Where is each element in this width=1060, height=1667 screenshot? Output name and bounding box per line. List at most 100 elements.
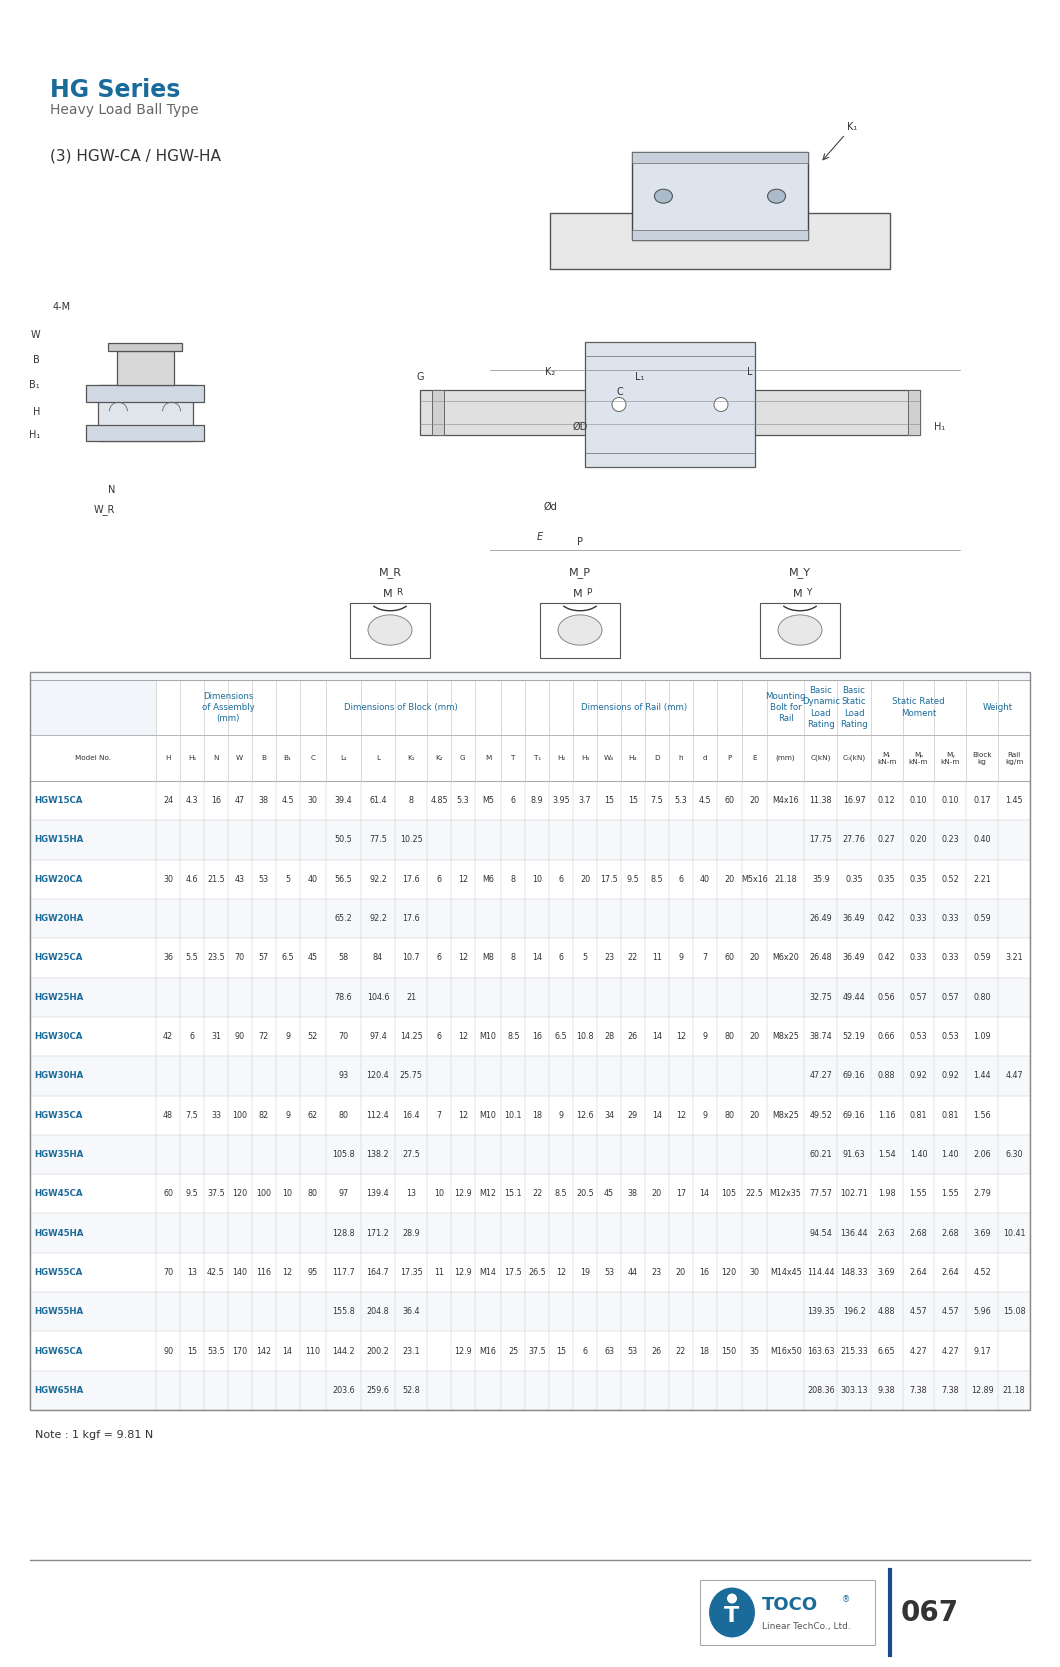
- Bar: [30, 672, 1030, 1410]
- Text: 0.80: 0.80: [973, 994, 991, 1002]
- Bar: [742, 735, 767, 782]
- Text: 8: 8: [511, 875, 516, 884]
- Text: 72: 72: [259, 1032, 269, 1040]
- Text: M12: M12: [480, 1189, 497, 1199]
- Text: 163.63: 163.63: [807, 1347, 834, 1355]
- Text: 4.5: 4.5: [281, 797, 294, 805]
- Text: HGW25HA: HGW25HA: [34, 994, 84, 1002]
- Text: 120: 120: [232, 1189, 247, 1199]
- Text: M10: M10: [480, 1110, 496, 1120]
- Bar: [550, 213, 890, 268]
- Text: 5.96: 5.96: [973, 1307, 991, 1317]
- Text: 52.19: 52.19: [843, 1032, 865, 1040]
- Text: 100: 100: [257, 1189, 271, 1199]
- Text: M: M: [383, 588, 393, 598]
- Text: 61.4: 61.4: [369, 797, 387, 805]
- Text: 100: 100: [232, 1110, 247, 1120]
- Ellipse shape: [368, 615, 412, 645]
- Bar: [837, 680, 870, 735]
- Text: 7.38: 7.38: [941, 1385, 959, 1395]
- Text: 3.69: 3.69: [878, 1269, 896, 1277]
- Text: 15: 15: [604, 797, 614, 805]
- Text: 9: 9: [285, 1032, 290, 1040]
- Text: 53.5: 53.5: [207, 1347, 225, 1355]
- Text: HGW45CA: HGW45CA: [34, 1189, 83, 1199]
- Text: 0.92: 0.92: [941, 1072, 959, 1080]
- Text: 26: 26: [628, 1032, 638, 1040]
- Text: 16: 16: [700, 1269, 709, 1277]
- Text: 0.35: 0.35: [845, 875, 863, 884]
- Circle shape: [727, 1594, 737, 1604]
- Text: 142: 142: [257, 1347, 271, 1355]
- Text: 15: 15: [628, 797, 638, 805]
- Text: 31: 31: [211, 1032, 220, 1040]
- Text: 80: 80: [724, 1110, 735, 1120]
- Bar: [30, 939, 1030, 977]
- Text: 70: 70: [163, 1269, 173, 1277]
- Text: 0.35: 0.35: [878, 875, 896, 884]
- Text: 60: 60: [724, 797, 735, 805]
- Bar: [30, 1370, 1030, 1410]
- Bar: [870, 680, 967, 735]
- Text: 170: 170: [232, 1347, 247, 1355]
- Text: 10.8: 10.8: [577, 1032, 594, 1040]
- Text: 43: 43: [235, 875, 245, 884]
- Text: 78.6: 78.6: [335, 994, 352, 1002]
- Text: 17.5: 17.5: [505, 1269, 523, 1277]
- Text: 1.40: 1.40: [941, 1150, 959, 1159]
- Text: 3.69: 3.69: [973, 1229, 991, 1237]
- Bar: [549, 735, 573, 782]
- Bar: [30, 1332, 1030, 1370]
- Text: 10.25: 10.25: [400, 835, 423, 845]
- Text: 9.5: 9.5: [626, 875, 639, 884]
- Text: 12: 12: [675, 1032, 686, 1040]
- Text: 42.5: 42.5: [207, 1269, 225, 1277]
- Text: 36.49: 36.49: [843, 954, 865, 962]
- Bar: [30, 977, 1030, 1017]
- Text: 36.4: 36.4: [403, 1307, 420, 1317]
- Text: M6: M6: [482, 875, 494, 884]
- Text: 10.7: 10.7: [403, 954, 420, 962]
- Text: 6: 6: [190, 1032, 195, 1040]
- Text: 136.44: 136.44: [841, 1229, 868, 1237]
- Text: K₂: K₂: [545, 367, 555, 377]
- Text: HGW65HA: HGW65HA: [34, 1385, 84, 1395]
- Text: 15.1: 15.1: [505, 1189, 523, 1199]
- Text: 93: 93: [338, 1072, 349, 1080]
- Text: 10.41: 10.41: [1003, 1229, 1025, 1237]
- Bar: [156, 680, 300, 735]
- Text: 0.12: 0.12: [878, 797, 896, 805]
- Text: HGW20CA: HGW20CA: [34, 875, 83, 884]
- Circle shape: [714, 397, 728, 412]
- Text: 33: 33: [211, 1110, 220, 1120]
- Bar: [30, 1292, 1030, 1332]
- Text: 20: 20: [749, 1032, 760, 1040]
- Bar: [180, 735, 204, 782]
- Text: 22.5: 22.5: [745, 1189, 763, 1199]
- Text: 32.75: 32.75: [810, 994, 832, 1002]
- Text: 208.36: 208.36: [807, 1385, 834, 1395]
- Bar: [805, 735, 837, 782]
- Text: d: d: [703, 755, 707, 762]
- Text: 63: 63: [604, 1347, 614, 1355]
- Ellipse shape: [778, 615, 822, 645]
- Bar: [30, 1214, 1030, 1252]
- Bar: [30, 782, 1030, 820]
- Text: 0.23: 0.23: [941, 835, 959, 845]
- Text: 11: 11: [652, 954, 661, 962]
- Text: 56.5: 56.5: [335, 875, 352, 884]
- Text: 5: 5: [285, 875, 290, 884]
- Text: 200.2: 200.2: [367, 1347, 389, 1355]
- Text: H: H: [33, 407, 40, 417]
- Text: 23.1: 23.1: [403, 1347, 420, 1355]
- Text: 1.54: 1.54: [878, 1150, 896, 1159]
- Text: 0.33: 0.33: [941, 954, 959, 962]
- Text: 9: 9: [678, 954, 684, 962]
- Text: P: P: [727, 755, 731, 762]
- Text: 47.27: 47.27: [810, 1072, 832, 1080]
- Text: 13: 13: [187, 1269, 197, 1277]
- Text: 4.57: 4.57: [909, 1307, 928, 1317]
- Text: Basic
Static
Load
Rating: Basic Static Load Rating: [841, 687, 868, 728]
- Text: 38: 38: [259, 797, 269, 805]
- Text: 60: 60: [163, 1189, 173, 1199]
